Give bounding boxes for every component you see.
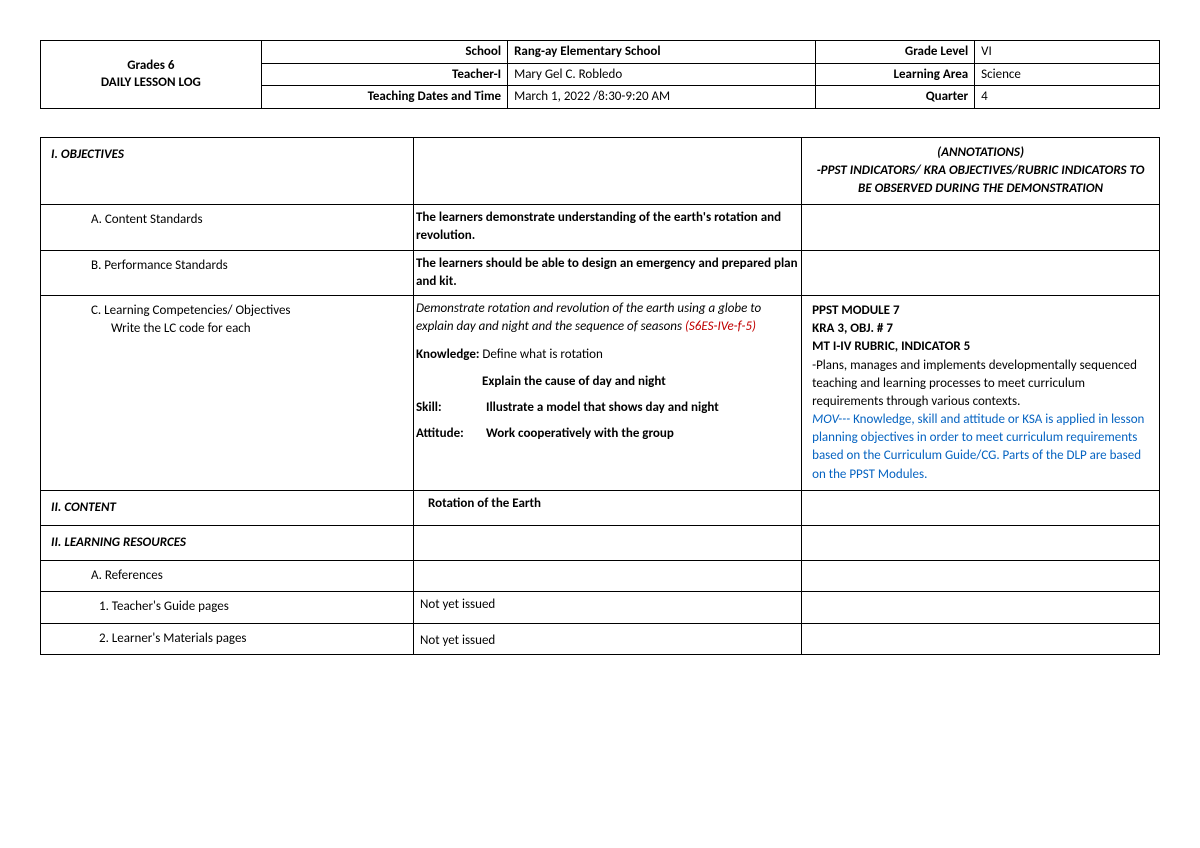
skill-row: Skill:Illustrate a model that shows day … xyxy=(416,399,799,417)
performance-standards-body: The learners should be able to design an… xyxy=(414,250,802,295)
learners-materials-anno xyxy=(802,623,1160,654)
teacher-value: Mary Gel C. Robledo xyxy=(508,63,816,86)
content-anno xyxy=(802,490,1160,525)
anno-mov-body: Knowledge, skill and attitude or KSA is … xyxy=(812,412,1144,482)
annotations-title-2: -PPST INDICATORS/ KRA OBJECTIVES/RUBRIC … xyxy=(812,162,1149,198)
dates-value: March 1, 2022 /8:30-9:20 AM xyxy=(508,86,816,109)
grade-title-cell: Grades 6 DAILY LESSON LOG xyxy=(41,41,262,109)
knowledge-label: Knowledge: xyxy=(416,347,479,362)
quarter-label: Quarter xyxy=(816,86,975,109)
school-value: Rang-ay Elementary School xyxy=(508,41,816,64)
objectives-empty xyxy=(414,137,802,205)
attitude-label: Attitude: xyxy=(416,425,486,443)
annotations-header: (ANNOTATIONS) -PPST INDICATORS/ KRA OBJE… xyxy=(802,137,1160,205)
grade-line2: DAILY LESSON LOG xyxy=(47,74,255,92)
content-body: Rotation of the Earth xyxy=(414,490,802,525)
anno-mt: MT I-IV RUBRIC, INDICATOR 5 xyxy=(812,338,1149,356)
learners-materials-label: 2. Learner's Materials pages xyxy=(41,623,414,654)
anno-mov: MOV--- Knowledge, skill and attitude or … xyxy=(812,411,1149,484)
gradelevel-label: Grade Level xyxy=(816,41,975,64)
content-title: II. CONTENT xyxy=(41,490,414,525)
lc-label-line1: C. Learning Competencies/ Objectives xyxy=(91,302,403,320)
references-body xyxy=(414,561,802,592)
attitude-row: Attitude:Work cooperatively with the gro… xyxy=(416,425,799,443)
header-table: Grades 6 DAILY LESSON LOG School Rang-ay… xyxy=(40,40,1160,109)
anno-mov-label: MOV--- xyxy=(812,412,850,427)
anno-ppst: PPST MODULE 7 xyxy=(812,302,1149,320)
content-standards-label: A. Content Standards xyxy=(41,205,414,250)
dates-label: Teaching Dates and Time xyxy=(261,86,507,109)
references-anno xyxy=(802,561,1160,592)
anno-kra: KRA 3, OBJ. # 7 xyxy=(812,320,1149,338)
resources-body xyxy=(414,526,802,561)
learning-competencies-label: C. Learning Competencies/ Objectives Wri… xyxy=(41,295,414,490)
skill-label: Skill: xyxy=(416,399,486,417)
resources-anno xyxy=(802,526,1160,561)
teacher-label: Teacher-I xyxy=(261,63,507,86)
learningarea-value: Science xyxy=(975,63,1160,86)
performance-standards-anno xyxy=(802,250,1160,295)
knowledge-line2: Explain the cause of day and night xyxy=(416,373,799,391)
learners-materials-body: Not yet issued xyxy=(414,623,802,654)
quarter-value: 4 xyxy=(975,86,1160,109)
teachers-guide-anno xyxy=(802,592,1160,623)
references-label: A. References xyxy=(41,561,414,592)
lc-code: (S6ES-IVe-f-5) xyxy=(685,319,756,334)
content-standards-anno xyxy=(802,205,1160,250)
grade-line1: Grades 6 xyxy=(47,57,255,75)
objectives-title: I. OBJECTIVES xyxy=(41,137,414,205)
knowledge-row: Knowledge: Define what is rotation xyxy=(416,346,799,364)
anno-plans: -Plans, manages and implements developme… xyxy=(812,357,1149,412)
content-standards-body: The learners demonstrate understanding o… xyxy=(414,205,802,250)
teachers-guide-label: 1. Teacher's Guide pages xyxy=(41,592,414,623)
skill-value: Illustrate a model that shows day and ni… xyxy=(486,400,719,415)
school-label: School xyxy=(261,41,507,64)
annotations-title-1: (ANNOTATIONS) xyxy=(812,144,1149,162)
resources-title: II. LEARNING RESOURCES xyxy=(41,526,414,561)
lc-label-line2: Write the LC code for each xyxy=(91,320,403,338)
learning-competencies-body: Demonstrate rotation and revolution of t… xyxy=(414,295,802,490)
main-table: I. OBJECTIVES (ANNOTATIONS) -PPST INDICA… xyxy=(40,137,1160,655)
performance-standards-label: B. Performance Standards xyxy=(41,250,414,295)
learningarea-label: Learning Area xyxy=(816,63,975,86)
knowledge-value: Define what is rotation xyxy=(479,347,602,362)
attitude-value: Work cooperatively with the group xyxy=(486,426,674,441)
gradelevel-value: VI xyxy=(975,41,1160,64)
learning-competencies-anno: PPST MODULE 7 KRA 3, OBJ. # 7 MT I-IV RU… xyxy=(802,295,1160,490)
teachers-guide-body: Not yet issued xyxy=(414,592,802,623)
